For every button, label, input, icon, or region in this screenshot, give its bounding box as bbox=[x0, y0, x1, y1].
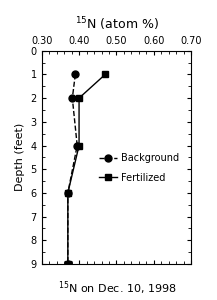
Fertilized bbox=[78, 144, 80, 147]
Y-axis label: Depth (feet): Depth (feet) bbox=[15, 123, 25, 191]
Background bbox=[76, 144, 79, 147]
Fertilized bbox=[78, 96, 80, 100]
Legend: Background, Fertilized: Background, Fertilized bbox=[95, 149, 183, 187]
Background bbox=[67, 262, 69, 266]
Line: Background: Background bbox=[64, 71, 81, 268]
Background bbox=[67, 191, 69, 195]
Fertilized bbox=[104, 73, 107, 76]
Background bbox=[71, 96, 74, 100]
Background bbox=[74, 73, 77, 76]
Line: Fertilized: Fertilized bbox=[64, 71, 109, 268]
Text: $^{15}$N on Dec. 10, 1998: $^{15}$N on Dec. 10, 1998 bbox=[58, 279, 177, 297]
Fertilized bbox=[67, 191, 69, 195]
X-axis label: $^{15}$N (atom %): $^{15}$N (atom %) bbox=[74, 15, 158, 33]
Fertilized bbox=[67, 262, 69, 266]
